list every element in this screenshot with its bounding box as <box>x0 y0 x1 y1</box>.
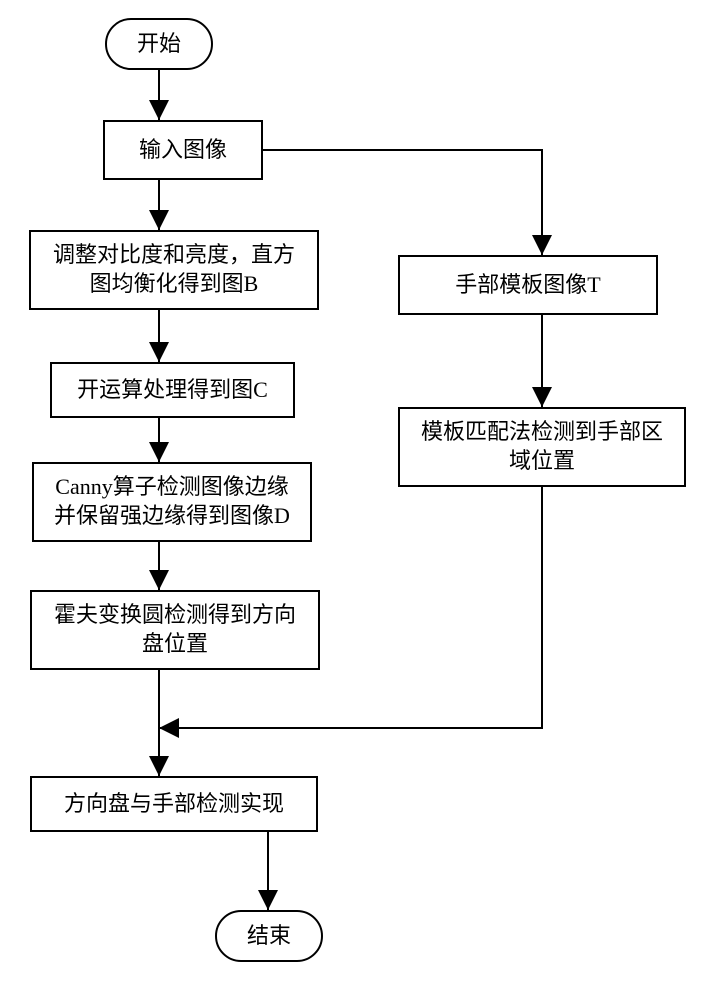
hough-circle-process: 霍夫变换圆检测得到方向 盘位置 <box>30 590 320 670</box>
start-terminator: 开始 <box>105 18 213 70</box>
open-operation-label: 开运算处理得到图C <box>77 376 268 405</box>
hand-template-process: 手部模板图像T <box>398 255 658 315</box>
end-label: 结束 <box>247 922 291 951</box>
result-label: 方向盘与手部检测实现 <box>64 790 284 819</box>
start-label: 开始 <box>137 30 181 59</box>
template-match-process: 模板匹配法检测到手部区 域位置 <box>398 407 686 487</box>
hough-circle-label: 霍夫变换圆检测得到方向 盘位置 <box>54 601 296 658</box>
canny-edge-process: Canny算子检测图像边缘 并保留强边缘得到图像D <box>32 462 312 542</box>
canny-edge-label: Canny算子检测图像边缘 并保留强边缘得到图像D <box>54 473 290 530</box>
contrast-brightness-label: 调整对比度和亮度，直方 图均衡化得到图B <box>53 241 295 298</box>
contrast-brightness-process: 调整对比度和亮度，直方 图均衡化得到图B <box>29 230 319 310</box>
template-match-label: 模板匹配法检测到手部区 域位置 <box>421 418 663 475</box>
input-image-process: 输入图像 <box>103 120 263 180</box>
input-image-label: 输入图像 <box>139 136 227 165</box>
hand-template-label: 手部模板图像T <box>455 271 600 300</box>
result-process: 方向盘与手部检测实现 <box>30 776 318 832</box>
end-terminator: 结束 <box>215 910 323 962</box>
open-operation-process: 开运算处理得到图C <box>50 362 295 418</box>
